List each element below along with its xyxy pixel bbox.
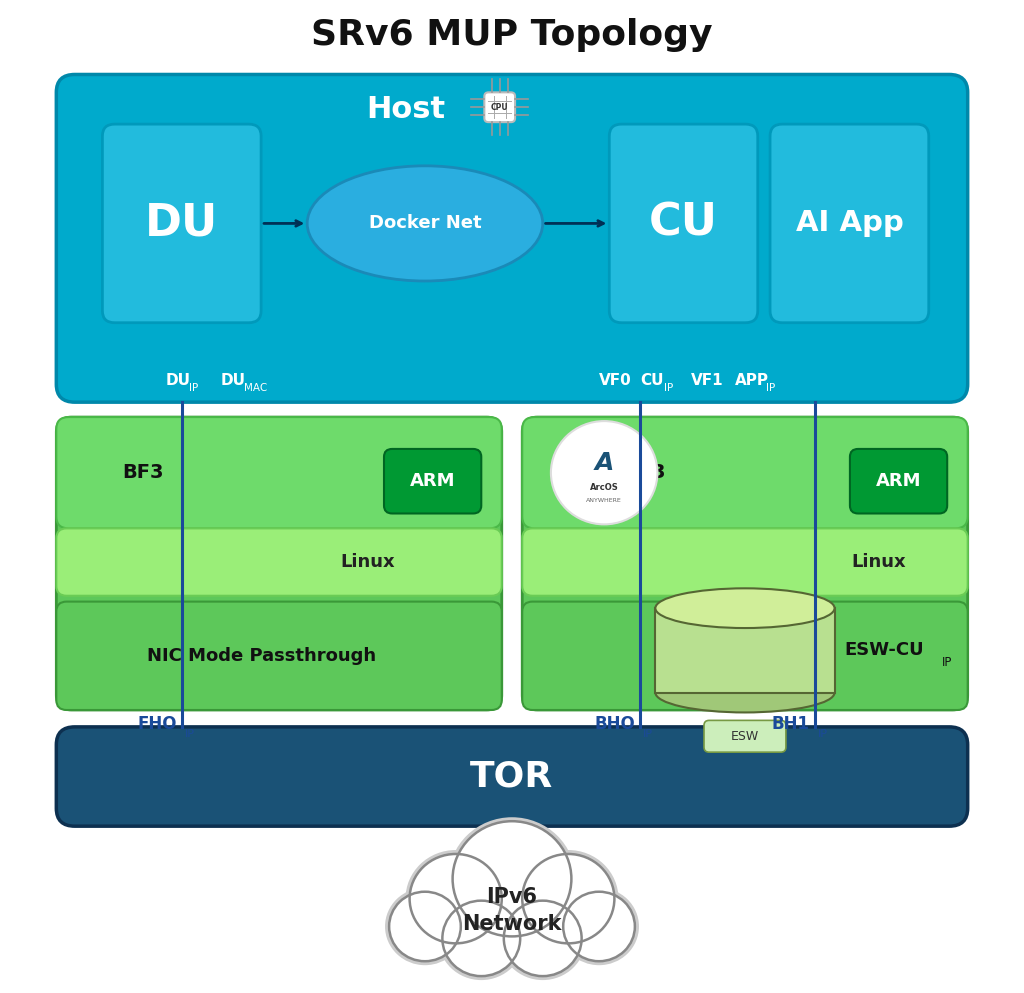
Text: ArcOS: ArcOS [590,484,618,493]
FancyBboxPatch shape [384,449,481,513]
FancyBboxPatch shape [522,417,968,710]
Text: IP: IP [189,383,199,393]
Text: DU: DU [220,372,245,388]
Text: TOR: TOR [470,760,554,793]
FancyBboxPatch shape [56,528,502,596]
FancyBboxPatch shape [609,124,758,323]
Text: A: A [595,451,613,475]
FancyBboxPatch shape [705,720,786,752]
FancyBboxPatch shape [484,92,515,122]
Text: CU: CU [649,202,718,245]
FancyBboxPatch shape [522,528,968,596]
Text: IP: IP [942,655,952,669]
Text: APP: APP [735,372,769,388]
Circle shape [442,901,520,976]
Text: CPU: CPU [490,102,509,112]
Text: FHO: FHO [137,715,177,733]
Text: MAC: MAC [244,383,267,393]
Text: IP: IP [185,729,196,739]
Circle shape [504,901,582,976]
Text: BHO: BHO [594,715,635,733]
Ellipse shape [655,672,835,712]
Text: Docker Net: Docker Net [369,214,481,232]
Text: CU: CU [640,372,664,388]
FancyBboxPatch shape [850,449,947,513]
Circle shape [518,850,618,947]
Circle shape [449,817,575,940]
FancyBboxPatch shape [522,417,968,528]
FancyBboxPatch shape [56,74,968,402]
Text: VF0: VF0 [599,372,632,388]
FancyBboxPatch shape [56,417,502,528]
Circle shape [438,897,524,980]
Circle shape [500,897,586,980]
FancyBboxPatch shape [102,124,261,323]
Text: SRv6 MUP Topology: SRv6 MUP Topology [311,18,713,52]
Text: VF1: VF1 [691,372,724,388]
Circle shape [563,892,635,961]
Text: DU: DU [145,202,218,245]
FancyBboxPatch shape [56,417,502,710]
Ellipse shape [655,588,835,628]
Text: ESW-CU: ESW-CU [845,641,925,659]
Ellipse shape [307,166,543,281]
FancyBboxPatch shape [435,879,589,933]
Text: ARM: ARM [876,473,922,491]
Text: ANYWHERE: ANYWHERE [587,498,622,503]
Text: Linux: Linux [341,553,395,571]
Text: IP: IP [643,729,653,739]
FancyBboxPatch shape [56,727,968,826]
Circle shape [522,854,614,943]
Circle shape [453,821,571,936]
Text: IP: IP [664,383,673,393]
FancyBboxPatch shape [522,602,968,710]
Text: BF3: BF3 [123,463,164,483]
Circle shape [385,888,465,965]
Text: ESW: ESW [731,730,759,743]
Text: NIC Mode Passthrough: NIC Mode Passthrough [146,646,376,664]
Text: BH1: BH1 [772,715,810,733]
Circle shape [410,854,502,943]
Text: Linux: Linux [851,553,906,571]
FancyBboxPatch shape [770,124,929,323]
Text: AI App: AI App [796,210,903,237]
Text: BF3: BF3 [625,463,666,483]
Text: IP: IP [766,383,775,393]
Text: Host: Host [367,94,445,124]
Circle shape [389,892,461,961]
Bar [655,608,835,692]
Circle shape [551,421,657,524]
Text: DU: DU [166,372,190,388]
Circle shape [406,850,506,947]
Text: IPv6
Network: IPv6 Network [462,888,562,933]
Text: IP: IP [818,729,828,739]
Text: ARM: ARM [410,473,456,491]
Circle shape [559,888,639,965]
FancyBboxPatch shape [56,602,502,710]
